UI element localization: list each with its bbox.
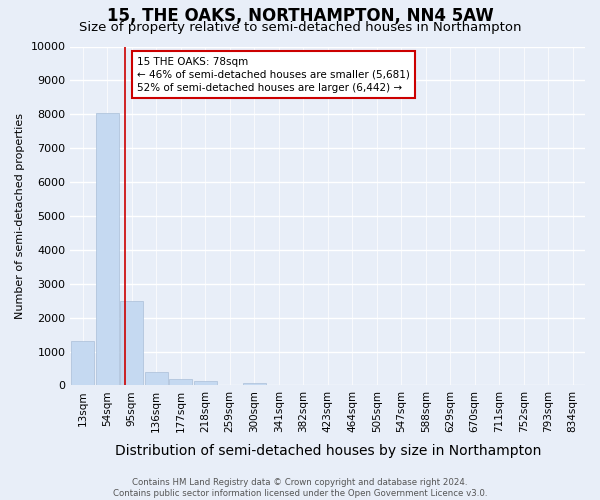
Text: Size of property relative to semi-detached houses in Northampton: Size of property relative to semi-detach…	[79, 21, 521, 34]
Text: Contains HM Land Registry data © Crown copyright and database right 2024.
Contai: Contains HM Land Registry data © Crown c…	[113, 478, 487, 498]
Y-axis label: Number of semi-detached properties: Number of semi-detached properties	[15, 113, 25, 319]
X-axis label: Distribution of semi-detached houses by size in Northampton: Distribution of semi-detached houses by …	[115, 444, 541, 458]
Text: 15 THE OAKS: 78sqm
← 46% of semi-detached houses are smaller (5,681)
52% of semi: 15 THE OAKS: 78sqm ← 46% of semi-detache…	[137, 56, 410, 93]
Bar	[169, 380, 193, 386]
Bar	[71, 342, 94, 386]
Bar	[120, 300, 143, 386]
Bar	[242, 383, 266, 386]
Text: 15, THE OAKS, NORTHAMPTON, NN4 5AW: 15, THE OAKS, NORTHAMPTON, NN4 5AW	[107, 8, 493, 26]
Bar	[95, 112, 119, 386]
Bar	[145, 372, 168, 386]
Bar	[194, 381, 217, 386]
